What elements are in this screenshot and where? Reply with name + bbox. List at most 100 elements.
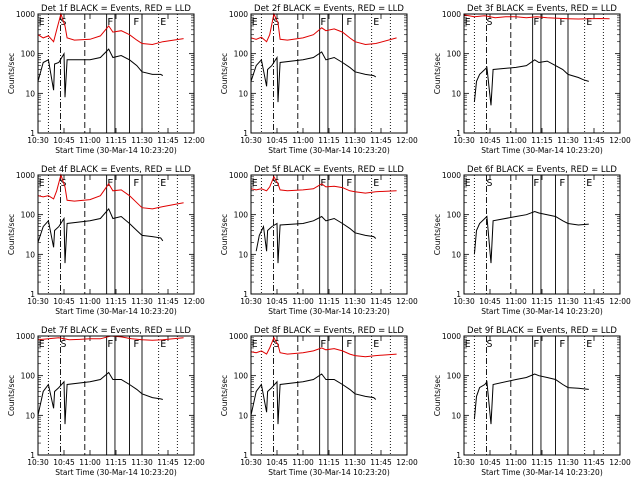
interval-marker-F: F — [533, 17, 539, 28]
y-axis-label: Counts/sec — [7, 214, 16, 255]
interval-marker-F: F — [346, 178, 352, 189]
x-tick-label: 11:00 — [79, 297, 101, 306]
x-tick-label: 12:00 — [396, 297, 418, 306]
interval-marker-E: E — [39, 178, 45, 189]
x-tick-label: 11:00 — [79, 458, 101, 467]
events-series-line — [250, 51, 377, 103]
y-tick-label: 10 — [25, 411, 35, 420]
y-tick-label: 1 — [30, 451, 35, 460]
x-tick-label: 11:45 — [583, 458, 605, 467]
x-tick-label: 11:00 — [292, 458, 314, 467]
x-tick-label: 10:45 — [266, 458, 288, 467]
x-tick-label: 11:15 — [105, 297, 127, 306]
interval-marker-E: E — [39, 339, 45, 350]
y-tick-label: 100 — [21, 372, 36, 381]
interval-marker-F: F — [133, 339, 139, 350]
events-series-line — [250, 373, 377, 425]
x-tick-label: 11:45 — [583, 297, 605, 306]
x-tick-label: 11:30 — [131, 458, 153, 467]
panel-title: Det 3f BLACK = Events, RED = LLD — [467, 4, 617, 14]
interval-marker-E: E — [160, 17, 166, 28]
interval-marker-F: F — [133, 178, 139, 189]
x-tick-label: 11:45 — [583, 136, 605, 145]
interval-marker-F: F — [320, 17, 326, 28]
x-tick-label: 11:45 — [157, 136, 179, 145]
y-tick-label: 100 — [447, 50, 462, 59]
interval-marker-S: S — [273, 339, 279, 350]
x-tick-label: 11:45 — [157, 458, 179, 467]
events-series-line — [473, 210, 589, 264]
x-tick-label: 10:30 — [453, 458, 475, 467]
x-tick-label: 11:30 — [557, 297, 579, 306]
x-tick-label: 11:00 — [292, 297, 314, 306]
lld-series-line — [250, 336, 397, 358]
y-tick-label: 1 — [243, 290, 248, 299]
x-tick-label: 12:00 — [183, 458, 205, 467]
x-tick-label: 11:30 — [131, 136, 153, 145]
plot-frame — [463, 335, 621, 456]
x-tick-label: 12:00 — [396, 136, 418, 145]
y-axis-label: Counts/sec — [7, 53, 16, 94]
panel-title: Det 8f BLACK = Events, RED = LLD — [254, 326, 404, 336]
interval-marker-F: F — [107, 339, 113, 350]
x-tick-label: 11:30 — [557, 458, 579, 467]
plot-frame — [463, 174, 621, 295]
panel-2: Det 2f BLACK = Events, RED = LLD Counts/s… — [220, 4, 418, 155]
x-tick-label: 11:30 — [557, 136, 579, 145]
x-axis-label: Start Time (30-Mar-14 10:23:20) — [481, 146, 603, 155]
x-tick-label: 10:30 — [240, 458, 262, 467]
y-tick-label: 1000 — [229, 171, 248, 180]
y-tick-label: 1000 — [442, 10, 461, 19]
interval-marker-F: F — [133, 17, 139, 28]
y-tick-label: 100 — [447, 372, 462, 381]
y-axis-label: Counts/sec — [220, 53, 229, 94]
x-tick-label: 10:30 — [240, 136, 262, 145]
y-axis-label: Counts/sec — [220, 375, 229, 416]
y-tick-label: 1 — [30, 129, 35, 138]
panel-3: Det 3f BLACK = Events, RED = LLD Counts/s… — [433, 4, 631, 155]
x-tick-label: 11:45 — [157, 297, 179, 306]
x-tick-label: 12:00 — [609, 297, 631, 306]
x-axis-label: Start Time (30-Mar-14 10:23:20) — [268, 468, 390, 477]
x-tick-label: 10:45 — [266, 297, 288, 306]
lld-series-line — [37, 12, 184, 46]
interval-marker-E: E — [252, 178, 258, 189]
x-tick-label: 10:45 — [53, 458, 75, 467]
x-tick-label: 11:45 — [370, 458, 392, 467]
panel-title: Det 7f BLACK = Events, RED = LLD — [41, 326, 191, 336]
events-series-line — [37, 207, 164, 264]
panel-title: Det 2f BLACK = Events, RED = LLD — [254, 4, 404, 14]
interval-marker-E: E — [160, 178, 166, 189]
x-tick-label: 10:30 — [27, 297, 49, 306]
interval-marker-E: E — [465, 178, 471, 189]
panel-4: Det 4f BLACK = Events, RED = LLD Counts/s… — [7, 165, 205, 316]
panel-title: Det 9f BLACK = Events, RED = LLD — [467, 326, 617, 336]
x-tick-label: 11:30 — [344, 297, 366, 306]
x-tick-label: 12:00 — [396, 458, 418, 467]
interval-marker-S: S — [60, 339, 66, 350]
y-tick-label: 1000 — [229, 332, 248, 341]
panel-title: Det 1f BLACK = Events, RED = LLD — [41, 4, 191, 14]
interval-marker-S: S — [486, 339, 492, 350]
x-tick-label: 11:15 — [105, 136, 127, 145]
interval-marker-E: E — [252, 17, 258, 28]
events-series-line — [473, 373, 589, 425]
x-tick-label: 11:15 — [105, 458, 127, 467]
x-axis-label: Start Time (30-Mar-14 10:23:20) — [55, 146, 177, 155]
interval-marker-F: F — [559, 178, 565, 189]
interval-marker-E: E — [465, 339, 471, 350]
x-tick-label: 11:15 — [531, 136, 553, 145]
y-tick-label: 1 — [456, 129, 461, 138]
x-tick-label: 11:30 — [344, 136, 366, 145]
interval-marker-F: F — [320, 178, 326, 189]
events-series-line — [255, 215, 377, 264]
plot-frame — [463, 13, 621, 134]
lld-series-line — [250, 175, 397, 194]
x-tick-label: 11:00 — [292, 136, 314, 145]
panel-7: Det 7f BLACK = Events, RED = LLD Counts/s… — [7, 326, 205, 477]
panel-6: Det 6f BLACK = Events, RED = LLD Counts/s… — [433, 165, 631, 316]
x-tick-label: 11:15 — [318, 297, 340, 306]
y-axis-label: Counts/sec — [433, 214, 442, 255]
y-tick-label: 100 — [21, 50, 36, 59]
y-tick-label: 1000 — [229, 10, 248, 19]
